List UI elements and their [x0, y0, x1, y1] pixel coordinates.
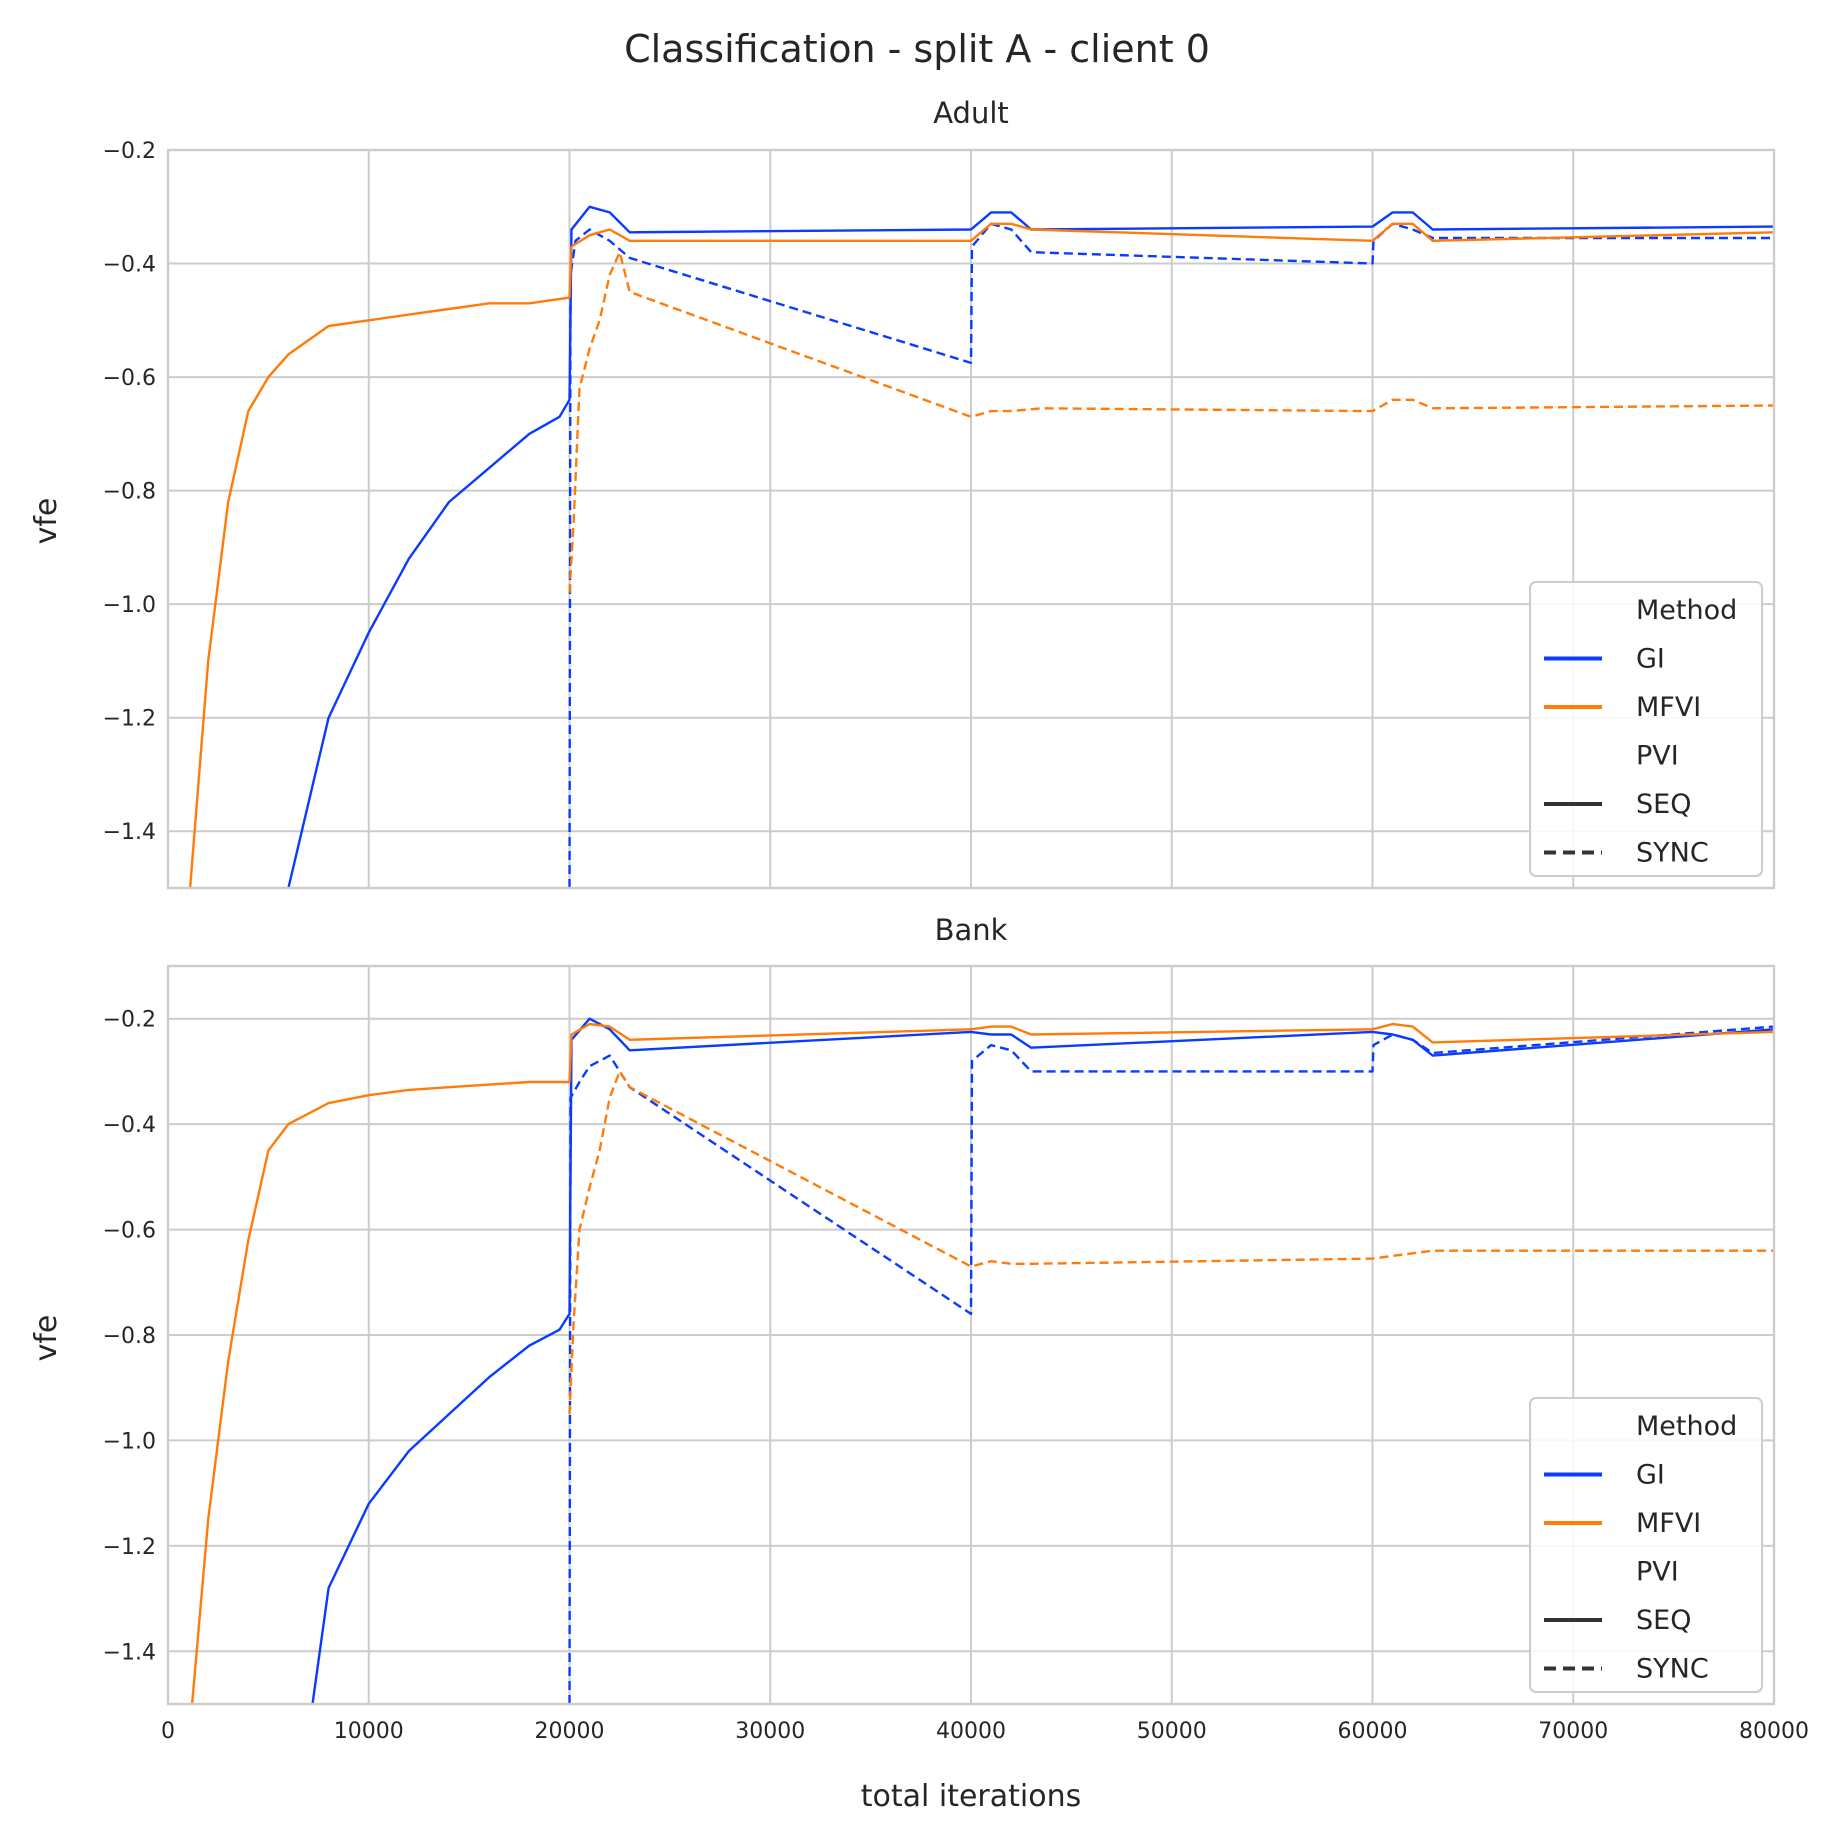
- x-tick-label: 70000: [1538, 1719, 1608, 1744]
- adult-y-tick-label: −0.8: [103, 480, 156, 505]
- x-tick-label: 40000: [936, 1719, 1006, 1744]
- bank-legend-label: GI: [1636, 1460, 1665, 1491]
- bank-legend-label: Method: [1636, 1411, 1737, 1442]
- x-tick-label: 80000: [1739, 1719, 1809, 1744]
- adult-series-gi-seq: [287, 205, 1774, 888]
- bank-series-gi-seq: [311, 1017, 1774, 1704]
- adult-y-tick-label: −1.2: [103, 707, 156, 732]
- x-tick-label: 30000: [735, 1719, 805, 1744]
- adult-y-ticks: −1.4 −1.2 −1.0 −0.8 −0.6 −0.4 −0.2: [103, 139, 156, 845]
- adult-panel-title: Adult: [933, 96, 1009, 130]
- bank-legend-box: [1529, 1397, 1763, 1693]
- adult-series-mfvi-seq: [188, 222, 1774, 888]
- bank-panel-title: Bank: [935, 913, 1008, 947]
- x-tick-label: 60000: [1338, 1719, 1408, 1744]
- x-tick-label: 20000: [535, 1719, 605, 1744]
- adult-series-mfvi-sync: [568, 251, 1774, 593]
- bank-legend-label: SYNC: [1636, 1654, 1709, 1685]
- bank-y-tick-label: −1.4: [103, 1640, 156, 1665]
- bank-series-mfvi-seq: [190, 1022, 1774, 1704]
- bank-plot-frame: [166, 964, 1776, 1706]
- adult-legend-label: SYNC: [1636, 838, 1709, 869]
- adult-legend-label: GI: [1636, 644, 1665, 675]
- figure-title: Classification - split A - client 0: [624, 27, 1210, 71]
- bank-y-tick-label: −1.2: [103, 1535, 156, 1560]
- bank-legend: Method GI MFVI PVI SEQ SYNC: [1529, 1397, 1763, 1693]
- bank-y-axis-label: vfe: [29, 1315, 64, 1362]
- bank-y-tick-label: −0.2: [103, 1008, 156, 1033]
- adult-y-tick-label: −1.0: [103, 593, 156, 618]
- adult-legend: Method GI MFVI PVI SEQ SYNC: [1529, 581, 1763, 877]
- x-axis-label: total iterations: [861, 1779, 1082, 1814]
- bank-x-ticks: 0 10000 20000 30000 40000 50000 60000 70000 8000…: [161, 1719, 1809, 1744]
- x-tick-label: 10000: [334, 1719, 404, 1744]
- bank-legend-label: MFVI: [1636, 1508, 1701, 1539]
- adult-panel: Adult −1.4 −1.2 −1.0 −0.8 −0.6 −0.4 −0.2 vfe M…: [29, 96, 1776, 890]
- bank-series-mfvi-sync: [568, 1070, 1774, 1415]
- bank-legend-label: SEQ: [1636, 1605, 1691, 1636]
- adult-y-tick-label: −0.2: [103, 139, 156, 164]
- adult-legend-label: MFVI: [1636, 692, 1701, 723]
- adult-y-axis-label: vfe: [29, 498, 64, 545]
- adult-series: [188, 205, 1774, 888]
- bank-y-tick-label: −0.6: [103, 1219, 156, 1244]
- adult-plot-frame: [166, 148, 1776, 890]
- bank-y-tick-label: −0.8: [103, 1324, 156, 1349]
- bank-y-tick-label: −1.0: [103, 1429, 156, 1454]
- adult-y-tick-label: −1.4: [103, 820, 156, 845]
- adult-legend-box: [1529, 581, 1763, 877]
- adult-legend-label: PVI: [1636, 741, 1679, 772]
- adult-y-tick-label: −0.4: [103, 253, 156, 278]
- bank-series-gi-sync: [568, 1025, 1774, 1704]
- adult-y-tick-label: −0.6: [103, 366, 156, 391]
- bank-panel: Bank −1.4 −1.2 −1.0 −0.8 −0.6 −0.4 −0.2 0 10000…: [29, 913, 1809, 1814]
- x-tick-label: 50000: [1137, 1719, 1207, 1744]
- adult-legend-label: Method: [1636, 595, 1737, 626]
- bank-legend-label: PVI: [1636, 1557, 1679, 1588]
- bank-y-ticks: −1.4 −1.2 −1.0 −0.8 −0.6 −0.4 −0.2: [103, 1008, 156, 1666]
- bank-y-tick-label: −0.4: [103, 1113, 156, 1138]
- adult-legend-label: SEQ: [1636, 789, 1691, 820]
- bank-series: [190, 1017, 1774, 1704]
- x-tick-label: 0: [161, 1719, 175, 1744]
